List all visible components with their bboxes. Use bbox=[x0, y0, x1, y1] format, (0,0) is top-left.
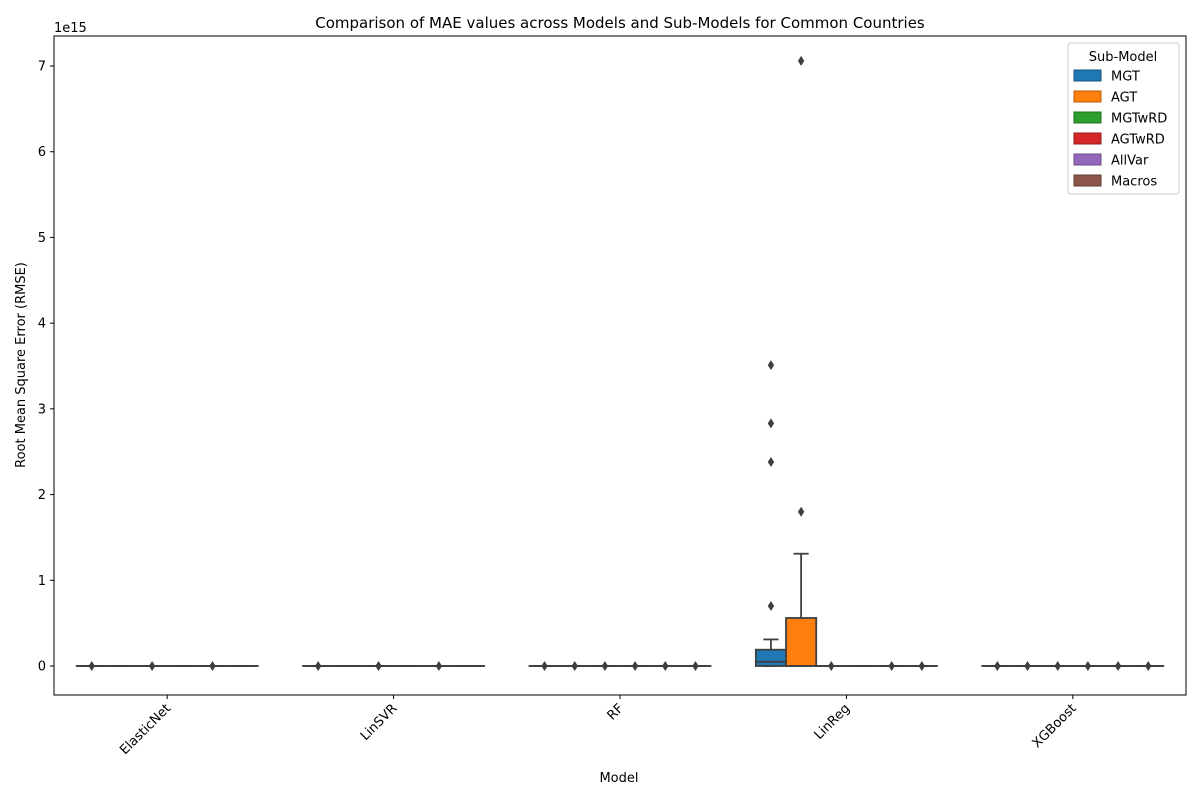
legend-swatch-mgt bbox=[1073, 69, 1102, 82]
outlier-point bbox=[541, 661, 548, 671]
box-mgt-linreg bbox=[754, 360, 787, 667]
box-macros-xgboost bbox=[1132, 661, 1165, 671]
legend-entries: MGT AGT MGTwRD AGTwRD AllVar Macros bbox=[1073, 69, 1167, 190]
box-body bbox=[754, 648, 787, 667]
legend-swatch-macros bbox=[1073, 174, 1102, 187]
y-axis-label: Root Mean Square Error (RMSE) bbox=[14, 262, 29, 468]
outlier-point bbox=[767, 360, 775, 371]
plot-frame bbox=[53, 35, 1187, 696]
outlier-point bbox=[692, 661, 699, 671]
outlier-point bbox=[994, 661, 1001, 671]
outlier-point bbox=[314, 661, 322, 671]
legend-label-allvar: AllVar bbox=[1111, 154, 1149, 169]
box-groups bbox=[75, 55, 1165, 671]
legend-swatch-mgtwrd bbox=[1073, 111, 1102, 124]
legend-label-mgtwrd: MGTwRD bbox=[1111, 112, 1167, 127]
box-mgtwrd-rf bbox=[588, 661, 621, 671]
outlier-point bbox=[1084, 661, 1092, 671]
outlier-point bbox=[918, 661, 926, 671]
outlier-point bbox=[662, 661, 669, 671]
y-tick-label: 1 bbox=[38, 574, 46, 589]
series-agtwrd bbox=[166, 661, 1104, 671]
outlier-point bbox=[767, 601, 775, 611]
outlier-point bbox=[1024, 661, 1031, 671]
outlier-point bbox=[1114, 661, 1122, 671]
box-mgt-rf bbox=[528, 661, 561, 671]
chart-title: Comparison of MAE values across Models a… bbox=[315, 14, 925, 32]
outlier-point bbox=[888, 661, 895, 671]
outlier-point bbox=[828, 661, 835, 671]
outlier-point bbox=[797, 55, 805, 66]
x-axis-label: Model bbox=[599, 771, 638, 786]
legend-label-agt: AGT bbox=[1111, 91, 1137, 106]
legend-label-mgt: MGT bbox=[1111, 70, 1140, 85]
legend-swatch-agt bbox=[1073, 90, 1102, 103]
legend-label-macros: Macros bbox=[1111, 175, 1157, 190]
legend: Sub-Model MGT AGT MGTwRD AGTwRD AllVar Macros bbox=[1067, 42, 1180, 195]
legend-title: Sub-Model bbox=[1089, 50, 1157, 65]
y-tick-label: 7 bbox=[38, 60, 46, 75]
outlier-point bbox=[571, 661, 578, 671]
outlier-point bbox=[375, 661, 382, 671]
box-allvar-linsvr bbox=[422, 661, 455, 671]
outlier-point bbox=[767, 457, 775, 467]
outlier-point bbox=[767, 418, 775, 429]
outlier-point bbox=[1145, 661, 1152, 671]
y-tick-label: 0 bbox=[38, 660, 46, 675]
series-mgtwrd bbox=[136, 661, 1074, 671]
outlier-point bbox=[601, 661, 609, 671]
box-macros-linreg bbox=[905, 661, 938, 671]
y-tick-label: 2 bbox=[38, 488, 46, 503]
outlier-point bbox=[631, 661, 639, 671]
outlier-point bbox=[435, 661, 443, 671]
outlier-point bbox=[1054, 661, 1061, 671]
y-tick-label: 6 bbox=[38, 145, 46, 160]
box-agt-linreg bbox=[785, 55, 818, 667]
outlier-point bbox=[148, 661, 156, 671]
y-tick-label: 4 bbox=[38, 317, 46, 332]
outlier-point bbox=[797, 506, 805, 517]
legend-swatch-allvar bbox=[1073, 153, 1102, 166]
legend-swatch-agtwrd bbox=[1073, 132, 1102, 145]
y-axis-ticks: 0 1 2 3 4 5 6 7 bbox=[38, 60, 54, 675]
box-allvar-linreg bbox=[875, 661, 908, 671]
legend-label-agtwrd: AGTwRD bbox=[1111, 133, 1165, 148]
outlier-point bbox=[88, 661, 95, 671]
box-body bbox=[785, 617, 818, 667]
box-agt-xgboost bbox=[1011, 661, 1044, 671]
box-macros-rf bbox=[679, 661, 712, 671]
series-macros bbox=[226, 661, 1165, 671]
y-tick-label: 5 bbox=[38, 231, 46, 246]
y-offset-text: 1e15 bbox=[54, 21, 87, 36]
outlier-point bbox=[209, 661, 216, 671]
y-tick-label: 3 bbox=[38, 402, 46, 417]
